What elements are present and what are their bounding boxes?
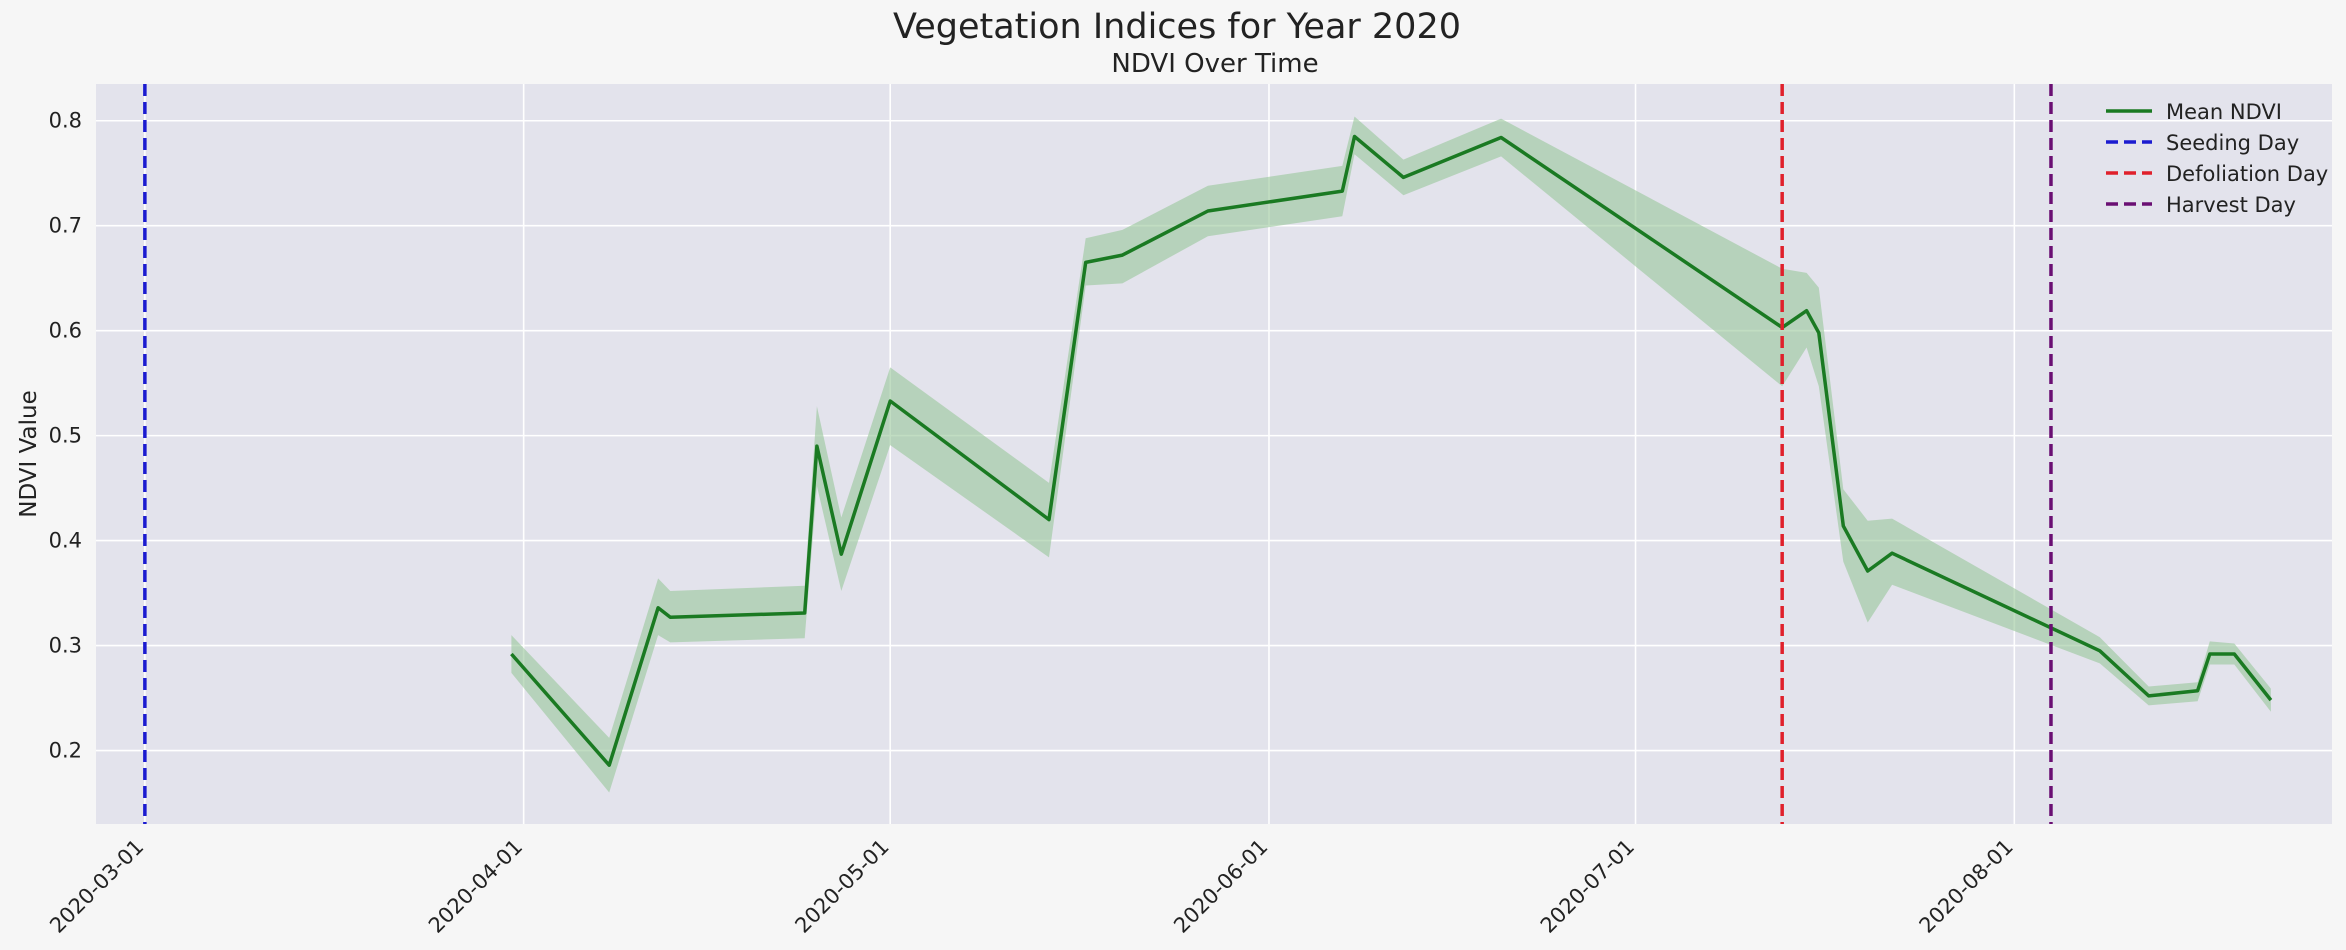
legend-label-harvest-day: Harvest Day xyxy=(2166,193,2296,217)
y-tick-label: 0.5 xyxy=(49,424,82,448)
y-tick-label: 0.3 xyxy=(49,634,82,658)
chart-subtitle: NDVI Over Time xyxy=(1111,49,1318,79)
legend-label-seeding-day: Seeding Day xyxy=(2166,131,2299,155)
x-tick-label: 2020-06-01 xyxy=(1169,835,1272,938)
chart-legend: Mean NDVI Seeding Day Defoliation Day Ha… xyxy=(2106,100,2328,217)
mean-ndvi-series xyxy=(510,134,2273,767)
y-tick-label: 0.2 xyxy=(49,739,82,763)
x-tick-label: 2020-08-01 xyxy=(1915,835,2018,938)
mean-ndvi-line xyxy=(510,134,2273,767)
x-axis-ticks: 2020-03-01 2020-04-01 2020-05-01 2020-06-01… xyxy=(45,835,2018,938)
legend-label-mean-ndvi: Mean NDVI xyxy=(2166,100,2282,124)
ndvi-band-area xyxy=(511,116,2271,793)
y-axis-label: NDVI Value xyxy=(16,390,42,518)
y-tick-label: 0.7 xyxy=(49,214,82,238)
grid-lines xyxy=(96,84,2332,824)
chart-title: Vegetation Indices for Year 2020 xyxy=(893,7,1461,47)
event-lines xyxy=(143,84,2053,824)
y-tick-label: 0.8 xyxy=(49,109,82,133)
ndvi-confidence-band xyxy=(511,116,2271,793)
y-tick-label: 0.6 xyxy=(49,319,82,343)
x-tick-label: 2020-07-01 xyxy=(1536,835,1639,938)
y-axis-ticks: 0.2 0.3 0.4 0.5 0.6 0.7 0.8 xyxy=(49,109,82,763)
y-tick-label: 0.4 xyxy=(49,529,82,553)
x-tick-label: 2020-03-01 xyxy=(45,835,148,938)
x-tick-label: 2020-05-01 xyxy=(790,835,893,938)
x-tick-label: 2020-04-01 xyxy=(424,835,527,938)
legend-label-defoliation-day: Defoliation Day xyxy=(2166,162,2328,186)
